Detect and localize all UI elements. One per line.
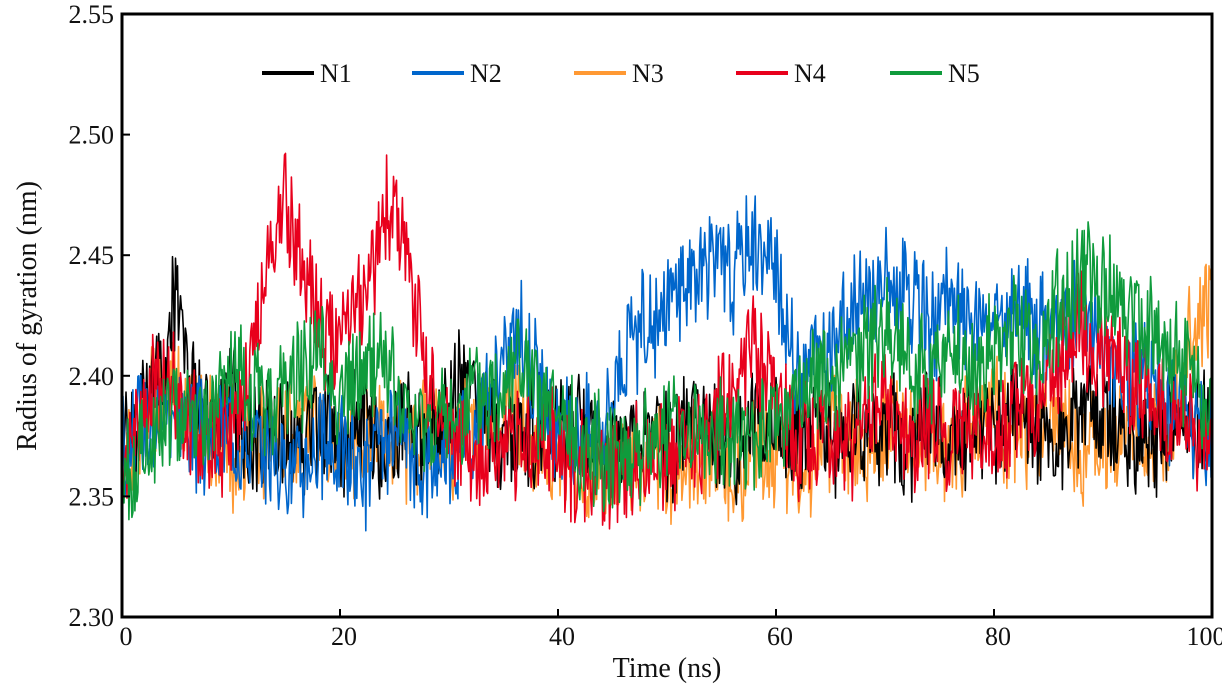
y-tick-label-2.55: 2.55: [69, 0, 115, 29]
legend-label-n4: N4: [794, 59, 826, 88]
series-line-n5: [122, 221, 1212, 521]
y-tick-label-2.35: 2.35: [69, 482, 115, 511]
y-tick-label-2.45: 2.45: [69, 241, 115, 270]
legend-label-n5: N5: [948, 59, 980, 88]
y-axis-label: Radius of gyration (nm): [12, 181, 43, 451]
series-line-n1: [122, 255, 1212, 506]
x-axis-label: Time (ns): [613, 653, 722, 684]
series-layer: [122, 152, 1212, 532]
x-tick-label-20: 20: [331, 622, 357, 651]
x-tick-label-80: 80: [985, 622, 1011, 651]
plot-frame: [120, 12, 1214, 619]
series-line-n2: [122, 195, 1212, 532]
x-tick-label-60: 60: [767, 622, 793, 651]
y-tick-label-2.50: 2.50: [69, 121, 115, 150]
ticks-layer: 0 20 40 60 80 100 2.30 2.35 2.40 2.45 2.50 2.55: [69, 0, 1222, 651]
y-tick-label-2.30: 2.30: [69, 603, 115, 632]
x-tick-label-40: 40: [549, 622, 575, 651]
x-tick-label-0: 0: [120, 622, 133, 651]
legend: N1 N2 N3 N4 N5: [262, 59, 980, 88]
x-tick-label-100: 100: [1187, 622, 1222, 651]
legend-label-n3: N3: [632, 59, 664, 88]
y-tick-label-2.40: 2.40: [69, 362, 115, 391]
legend-label-n2: N2: [470, 59, 502, 88]
legend-label-n1: N1: [320, 59, 352, 88]
